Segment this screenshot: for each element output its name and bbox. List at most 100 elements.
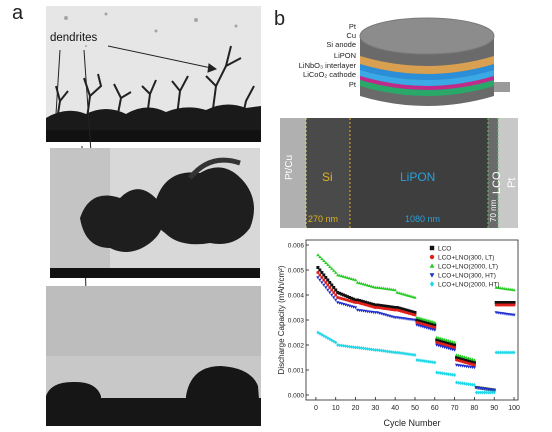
data-point [361, 300, 365, 304]
series-circle [316, 271, 516, 392]
data-point [403, 292, 407, 296]
data-point [476, 390, 480, 395]
series-diamond [316, 330, 516, 395]
data-point [342, 343, 346, 348]
data-point [504, 350, 508, 355]
data-point [348, 344, 352, 349]
data-point [385, 304, 389, 308]
data-point [470, 382, 474, 387]
data-point [458, 354, 463, 358]
data-point [350, 344, 354, 349]
data-point [389, 287, 393, 291]
y-tick-label: 0.006 [288, 243, 305, 250]
data-point [448, 339, 453, 343]
data-point [451, 372, 455, 377]
data-point [350, 296, 354, 300]
data-point [468, 359, 472, 363]
data-point [437, 339, 441, 343]
data-point [359, 281, 364, 285]
data-point [342, 293, 346, 297]
data-point [338, 291, 342, 295]
data-point [498, 301, 502, 304]
data-point [328, 291, 332, 295]
data-point [365, 283, 370, 287]
data-point [352, 345, 356, 350]
data-point [496, 350, 500, 355]
data-point [322, 273, 326, 277]
data-point [435, 370, 439, 375]
data-point [393, 350, 397, 355]
data-point [502, 286, 506, 290]
data-point [433, 328, 437, 332]
data-point [415, 358, 419, 362]
data-point [443, 337, 447, 341]
data-point [445, 338, 449, 342]
sem-thickness-lco: 70 nm [489, 199, 498, 222]
data-point [466, 382, 470, 387]
data-point [449, 372, 453, 377]
data-point [389, 305, 393, 309]
y-tick-label: 0.001 [288, 368, 305, 375]
x-tick-label: 30 [371, 405, 379, 412]
data-point [341, 274, 346, 278]
data-point [425, 359, 429, 364]
data-point [423, 317, 427, 321]
data-point [318, 278, 322, 282]
data-point [425, 321, 429, 325]
data-point [508, 301, 512, 304]
data-point [454, 353, 459, 357]
data-point [340, 292, 344, 296]
data-point [324, 276, 328, 279]
data-point [393, 306, 397, 309]
data-point [423, 359, 427, 364]
data-point [322, 259, 326, 263]
data-point [359, 346, 363, 351]
series-triangle-down [316, 276, 516, 392]
data-point [447, 339, 451, 343]
data-point [357, 345, 361, 350]
data-point [365, 301, 369, 305]
data-point [506, 287, 510, 291]
x-tick-label: 60 [431, 405, 439, 412]
data-point [411, 352, 415, 357]
y-axis-label: Discharge Capacity (mAh/cm²) [277, 265, 286, 374]
data-point [470, 357, 475, 361]
data-point [377, 348, 381, 353]
data-point [492, 388, 496, 392]
data-point [371, 302, 375, 306]
data-point [459, 357, 463, 361]
data-point [336, 291, 340, 294]
data-point [346, 344, 350, 349]
data-point [459, 381, 463, 386]
data-point [508, 287, 512, 291]
data-point [445, 341, 449, 345]
discharge-capacity-chart: 0 10 20 30 40 50 60 70 80 90 100 0.000 0.001 0.002 0.0… [277, 239, 520, 428]
data-point [472, 361, 476, 364]
data-point [433, 323, 437, 327]
panel-a-letter: a [12, 2, 24, 24]
data-point [332, 286, 336, 289]
data-point [441, 371, 445, 376]
data-point [352, 297, 356, 301]
stack-label-linbo3: LiNbO₃ interlayer [298, 61, 356, 70]
data-point [330, 293, 334, 297]
y-tick-label: 0.000 [288, 393, 305, 400]
data-point [393, 288, 397, 292]
data-point [363, 300, 367, 304]
data-point [401, 351, 405, 356]
data-point [320, 281, 324, 285]
data-point [405, 293, 409, 297]
data-point [419, 316, 423, 320]
legend-label: LCO+LNO(2000, LT) [438, 264, 498, 271]
data-point [399, 351, 403, 356]
data-point [407, 309, 411, 313]
data-point [381, 286, 385, 290]
data-point [401, 307, 405, 311]
data-point [383, 286, 387, 290]
legend-label: LCO [438, 246, 451, 253]
data-point [478, 390, 482, 395]
data-point [500, 350, 504, 355]
data-point [397, 350, 401, 355]
data-point [318, 273, 322, 277]
data-point [316, 276, 320, 280]
